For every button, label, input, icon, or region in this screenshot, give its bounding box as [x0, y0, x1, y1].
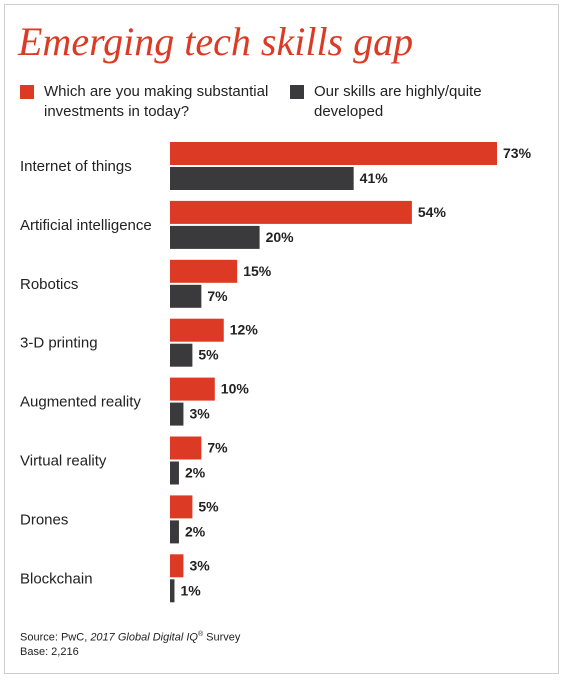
data-label-drones-investments: 5%: [198, 498, 219, 514]
bar-drones-skills: [170, 520, 179, 544]
category-label-drones: Drones: [20, 511, 68, 528]
source-note: Source: PwC, 2017 Global Digital IQ® Sur…: [20, 631, 241, 644]
bar-drones-investments: [170, 495, 193, 519]
bar-robotics-skills: [170, 284, 202, 308]
legend-swatch-skills: [290, 85, 304, 99]
chart-title: Emerging tech skills gap: [18, 19, 414, 64]
category-label-virtual-reality: Virtual reality: [20, 453, 107, 470]
legend-label-investments: Which are you making substantial investm…: [44, 83, 269, 120]
data-label-internet-of-things-skills: 41%: [360, 170, 389, 186]
category-label-augmented-reality: Augmented reality: [20, 394, 141, 411]
bar-blockchain-skills: [170, 579, 175, 603]
legend-item-investments: Which are you making substantial investm…: [20, 82, 289, 122]
bar-robotics-investments: [170, 259, 238, 283]
data-label-robotics-skills: 7%: [207, 288, 228, 304]
data-label-augmented-reality-skills: 3%: [189, 406, 210, 422]
chart-frame: [4, 4, 559, 674]
bar-augmented-reality-investments: [170, 377, 215, 401]
bar-virtual-reality-skills: [170, 461, 179, 485]
data-label-virtual-reality-investments: 7%: [207, 440, 228, 456]
bar-augmented-reality-skills: [170, 402, 184, 426]
data-label-artificial-intelligence-skills: 20%: [266, 229, 295, 245]
data-label-3-d-printing-investments: 12%: [230, 322, 259, 338]
bar-virtual-reality-investments: [170, 436, 202, 460]
data-label-artificial-intelligence-investments: 54%: [418, 204, 447, 220]
legend-label-skills: Our skills are highly/quite developed: [314, 83, 482, 120]
category-label-internet-of-things: Internet of things: [20, 158, 132, 175]
category-label-artificial-intelligence: Artificial intelligence: [20, 217, 152, 234]
data-label-virtual-reality-skills: 2%: [185, 465, 206, 481]
data-label-blockchain-skills: 1%: [180, 582, 201, 598]
bar-artificial-intelligence-investments: [170, 200, 412, 224]
bar-internet-of-things-skills: [170, 167, 354, 190]
chart-footer: Source: PwC, 2017 Global Digital IQ® Sur…: [20, 628, 240, 659]
bar-blockchain-investments: [170, 554, 184, 578]
legend-swatch-investments: [20, 85, 34, 99]
legend-item-skills: Our skills are highly/quite developed: [290, 82, 514, 122]
category-label-robotics: Robotics: [20, 276, 78, 293]
data-label-robotics-investments: 15%: [243, 263, 272, 279]
data-label-blockchain-investments: 3%: [189, 557, 210, 573]
bar-artificial-intelligence-skills: [170, 225, 260, 249]
bar-3-d-printing-skills: [170, 343, 193, 367]
category-label-blockchain: Blockchain: [20, 570, 93, 587]
bar-internet-of-things-investments: [170, 142, 497, 165]
base-note: Base: 2,216: [20, 645, 79, 658]
data-label-augmented-reality-investments: 10%: [221, 381, 250, 397]
data-label-drones-skills: 2%: [185, 523, 206, 539]
data-label-internet-of-things-investments: 73%: [503, 145, 532, 161]
bar-3-d-printing-investments: [170, 318, 224, 342]
data-label-3-d-printing-skills: 5%: [198, 347, 219, 363]
category-label-3-d-printing: 3-D printing: [20, 335, 98, 352]
